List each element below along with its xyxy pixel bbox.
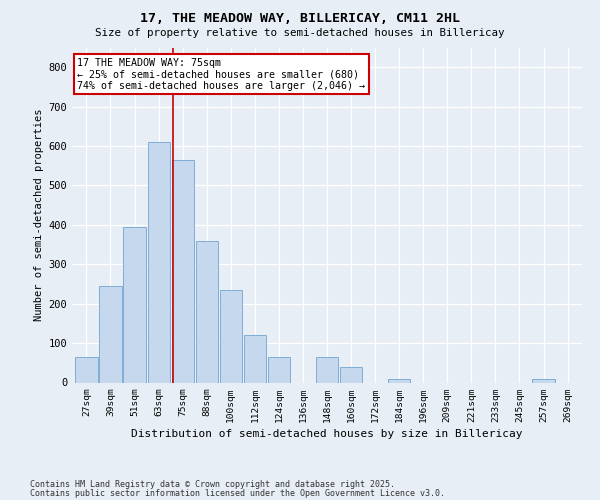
Bar bbox=[76, 357, 98, 382]
Bar bbox=[172, 160, 194, 382]
Bar bbox=[148, 142, 170, 382]
Text: Size of property relative to semi-detached houses in Billericay: Size of property relative to semi-detach… bbox=[95, 28, 505, 38]
Bar bbox=[388, 378, 410, 382]
Bar bbox=[220, 290, 242, 382]
Text: 17 THE MEADOW WAY: 75sqm
← 25% of semi-detached houses are smaller (680)
74% of : 17 THE MEADOW WAY: 75sqm ← 25% of semi-d… bbox=[77, 58, 365, 91]
Text: Contains public sector information licensed under the Open Government Licence v3: Contains public sector information licen… bbox=[30, 488, 445, 498]
Y-axis label: Number of semi-detached properties: Number of semi-detached properties bbox=[34, 109, 44, 322]
Bar bbox=[100, 286, 122, 382]
Text: 17, THE MEADOW WAY, BILLERICAY, CM11 2HL: 17, THE MEADOW WAY, BILLERICAY, CM11 2HL bbox=[140, 12, 460, 26]
Bar bbox=[532, 378, 554, 382]
Bar bbox=[196, 240, 218, 382]
Text: Contains HM Land Registry data © Crown copyright and database right 2025.: Contains HM Land Registry data © Crown c… bbox=[30, 480, 395, 489]
Bar bbox=[340, 366, 362, 382]
Bar bbox=[244, 335, 266, 382]
Bar bbox=[316, 357, 338, 382]
X-axis label: Distribution of semi-detached houses by size in Billericay: Distribution of semi-detached houses by … bbox=[131, 429, 523, 439]
Bar bbox=[124, 227, 146, 382]
Bar bbox=[268, 357, 290, 382]
